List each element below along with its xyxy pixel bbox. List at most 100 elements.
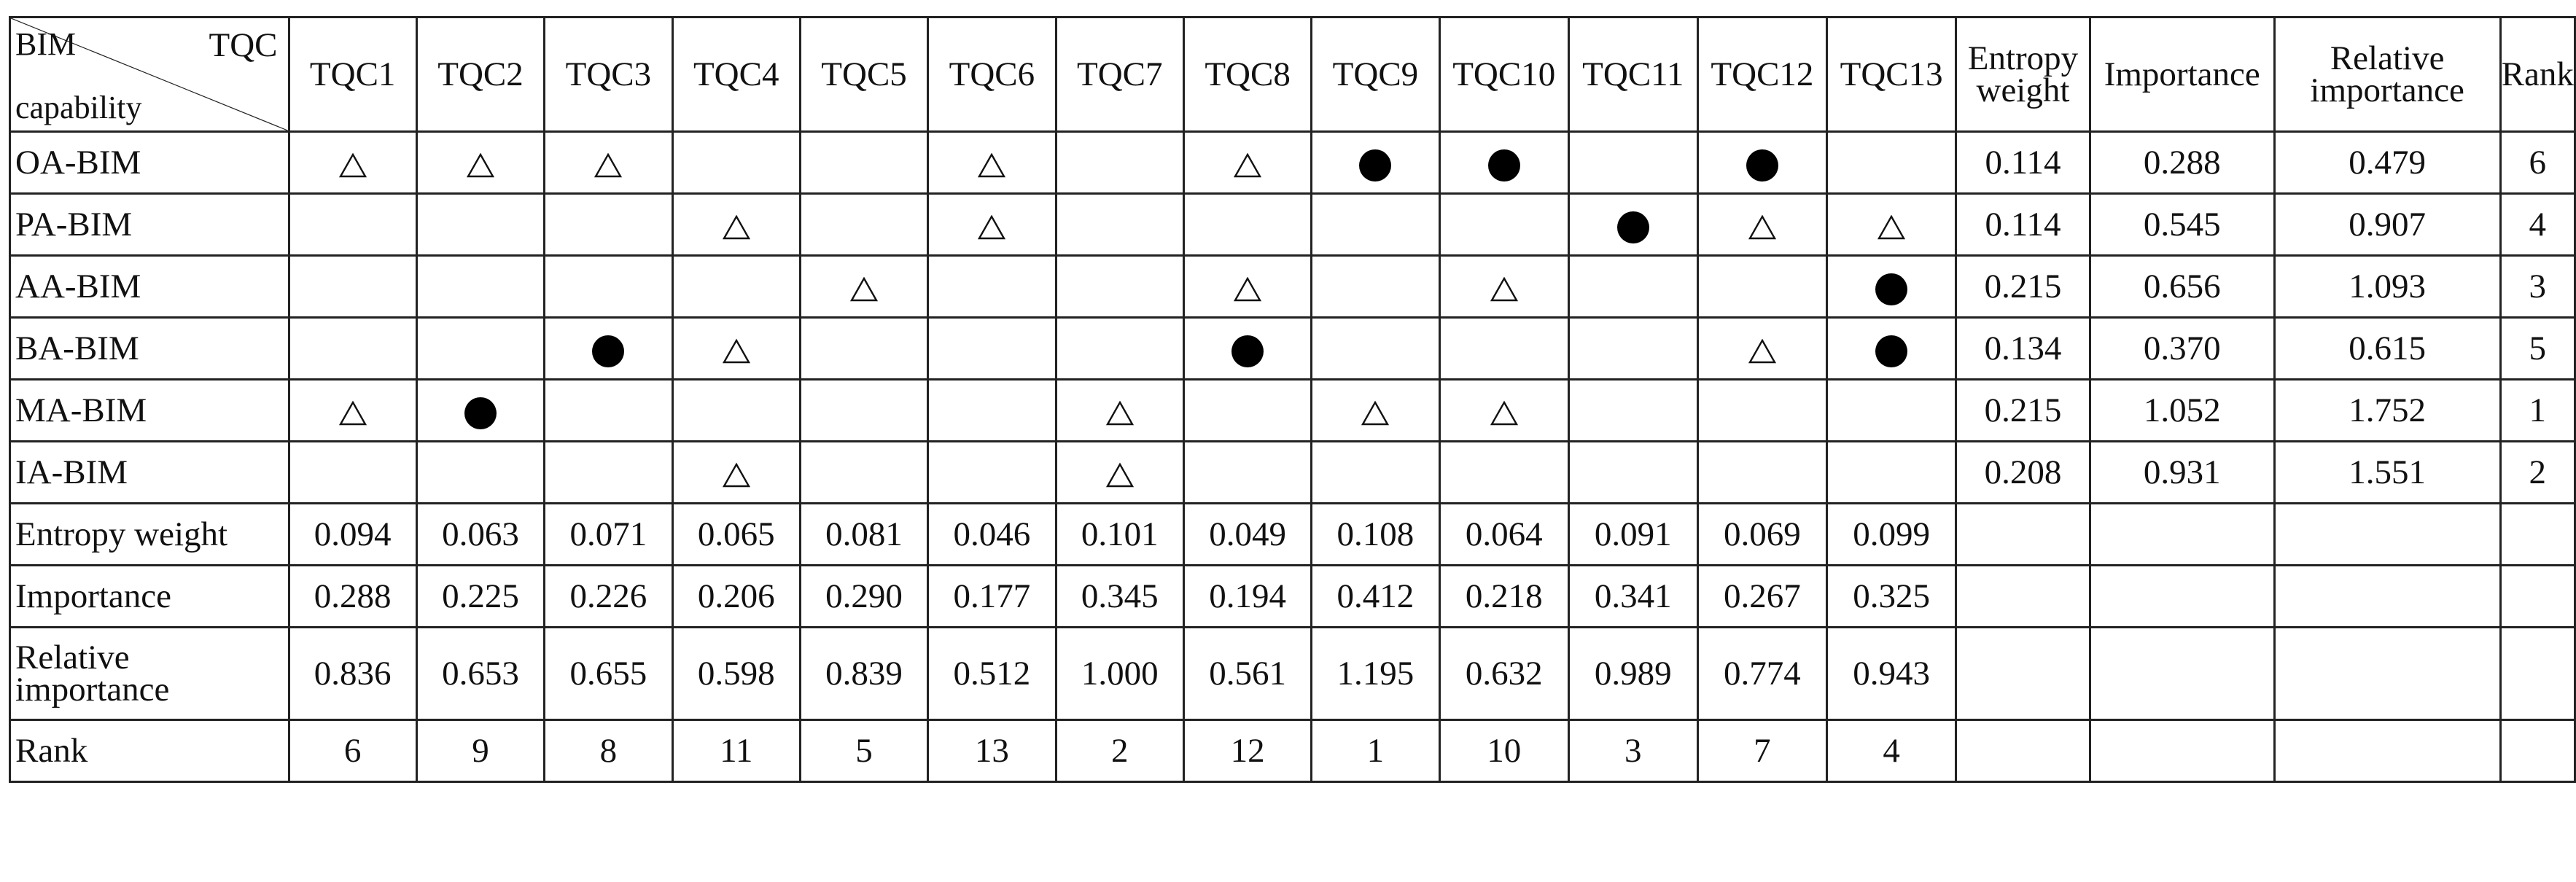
- summary-cell: 0.065: [671, 502, 801, 566]
- table-row: PA-BIM 0.114 0.545 0.907 4: [9, 192, 2576, 257]
- empty-cell: [2088, 564, 2276, 628]
- matrix-cell: [927, 192, 1057, 257]
- triangle-icon: [849, 276, 879, 302]
- row-label: IA-BIM: [9, 440, 290, 504]
- summary-cell: 2: [1054, 719, 1185, 783]
- summary-cell: 0.069: [1696, 502, 1829, 566]
- empty-cell: [2499, 502, 2576, 566]
- cell-importance: 0.931: [2088, 440, 2276, 504]
- summary-cell: 0.177: [927, 564, 1057, 628]
- matrix-cell: [1826, 440, 1958, 504]
- row-label: MA-BIM: [9, 378, 290, 442]
- summary-cell: 0.943: [1826, 626, 1958, 721]
- cell-relative-importance: 1.551: [2273, 440, 2502, 504]
- summary-cell: 0.655: [543, 626, 674, 721]
- summary-cell: 0.081: [798, 502, 930, 566]
- triangle-icon: [1361, 400, 1390, 426]
- summary-cell: 0.512: [927, 626, 1057, 721]
- triangle-icon: [1234, 276, 1262, 302]
- cell-importance: 0.370: [2088, 316, 2276, 380]
- summary-row: Entropy weight 0.094 0.063 0.071 0.065 0.081 0…: [9, 502, 2576, 566]
- cell-relative-importance: 1.752: [2273, 378, 2502, 442]
- corner-label-tqc: TQC: [209, 26, 278, 64]
- matrix-cell: [798, 130, 930, 195]
- matrix-cell: [671, 130, 801, 195]
- matrix-cell: [1826, 192, 1958, 257]
- triangle-icon: [466, 152, 495, 178]
- cell-entropy-weight: 0.134: [1955, 316, 2091, 380]
- matrix-cell: [1438, 254, 1570, 319]
- matrix-cell: [1567, 254, 1699, 319]
- matrix-cell: [1310, 130, 1441, 195]
- diagonal-divider: [11, 18, 288, 130]
- table-row: IA-BIM 0.208 0.931 1.551 2: [9, 440, 2576, 504]
- empty-cell: [2499, 626, 2576, 721]
- matrix-cell: [1696, 254, 1829, 319]
- matrix-cell: [1310, 440, 1441, 504]
- empty-cell: [2499, 564, 2576, 628]
- matrix-cell: [1567, 378, 1699, 442]
- summary-cell: 0.046: [927, 502, 1057, 566]
- filled-dot-icon: [592, 335, 625, 368]
- summary-cell: 0.267: [1696, 564, 1829, 628]
- matrix-cell: [287, 130, 418, 195]
- summary-cell: 4: [1826, 719, 1958, 783]
- column-header-tqc: TQC7: [1054, 16, 1185, 133]
- empty-cell: [1955, 502, 2091, 566]
- summary-cell: 0.836: [287, 626, 418, 721]
- column-header-tqc: TQC6: [927, 16, 1057, 133]
- triangle-icon: [1105, 400, 1134, 426]
- triangle-icon: [1748, 214, 1776, 240]
- table-row: AA-BIM 0.215 0.656 1.093 3: [9, 254, 2576, 319]
- summary-cell: 11: [671, 719, 801, 783]
- matrix-cell: [415, 130, 546, 195]
- summary-row-label: Relative importance: [9, 626, 290, 721]
- filled-dot-icon: [1487, 149, 1520, 182]
- summary-cell: 0.064: [1438, 502, 1570, 566]
- summary-cell: 1: [1310, 719, 1441, 783]
- matrix-cell: [671, 254, 801, 319]
- cell-entropy-weight: 0.114: [1955, 130, 2091, 195]
- summary-cell: 0.225: [415, 564, 546, 628]
- triangle-icon: [1748, 338, 1776, 364]
- matrix-cell: [927, 316, 1057, 380]
- column-header-tqc: TQC13: [1826, 16, 1958, 133]
- summary-cell: 0.839: [798, 626, 930, 721]
- summary-cell: 0.341: [1567, 564, 1699, 628]
- summary-row: Rank 6 9 8 11 5 13 2 12 1 10 3 7 4: [9, 719, 2576, 783]
- matrix-cell: [1438, 192, 1570, 257]
- empty-cell: [2088, 719, 2276, 783]
- column-header-tqc: TQC8: [1182, 16, 1313, 133]
- summary-cell: 0.288: [287, 564, 418, 628]
- cell-rank: 4: [2499, 192, 2576, 257]
- matrix-cell: [1310, 316, 1441, 380]
- matrix-cell: [1567, 440, 1699, 504]
- triangle-icon: [722, 214, 750, 240]
- summary-row-label: Importance: [9, 564, 290, 628]
- matrix-cell: [415, 192, 546, 257]
- summary-cell: 0.598: [671, 626, 801, 721]
- summary-cell: 0.101: [1054, 502, 1185, 566]
- matrix-cell: [1696, 130, 1829, 195]
- matrix-cell: [1182, 254, 1313, 319]
- empty-cell: [2499, 719, 2576, 783]
- triangle-icon: [978, 152, 1006, 178]
- column-header-tqc: TQC12: [1696, 16, 1829, 133]
- matrix-cell: [1054, 440, 1185, 504]
- summary-cell: 0.561: [1182, 626, 1313, 721]
- summary-cell: 0.206: [671, 564, 801, 628]
- matrix-cell: [543, 254, 674, 319]
- column-header-tqc: TQC11: [1567, 16, 1699, 133]
- cell-importance: 0.288: [2088, 130, 2276, 195]
- filled-dot-icon: [1359, 149, 1392, 182]
- summary-cell: 0.774: [1696, 626, 1829, 721]
- summary-cell: 0.653: [415, 626, 546, 721]
- matrix-cell: [671, 192, 801, 257]
- matrix-cell: [927, 130, 1057, 195]
- summary-cell: 13: [927, 719, 1057, 783]
- matrix-cell: [1826, 254, 1958, 319]
- matrix-cell: [415, 254, 546, 319]
- cell-entropy-weight: 0.215: [1955, 254, 2091, 319]
- cell-importance: 0.545: [2088, 192, 2276, 257]
- matrix-cell: [415, 440, 546, 504]
